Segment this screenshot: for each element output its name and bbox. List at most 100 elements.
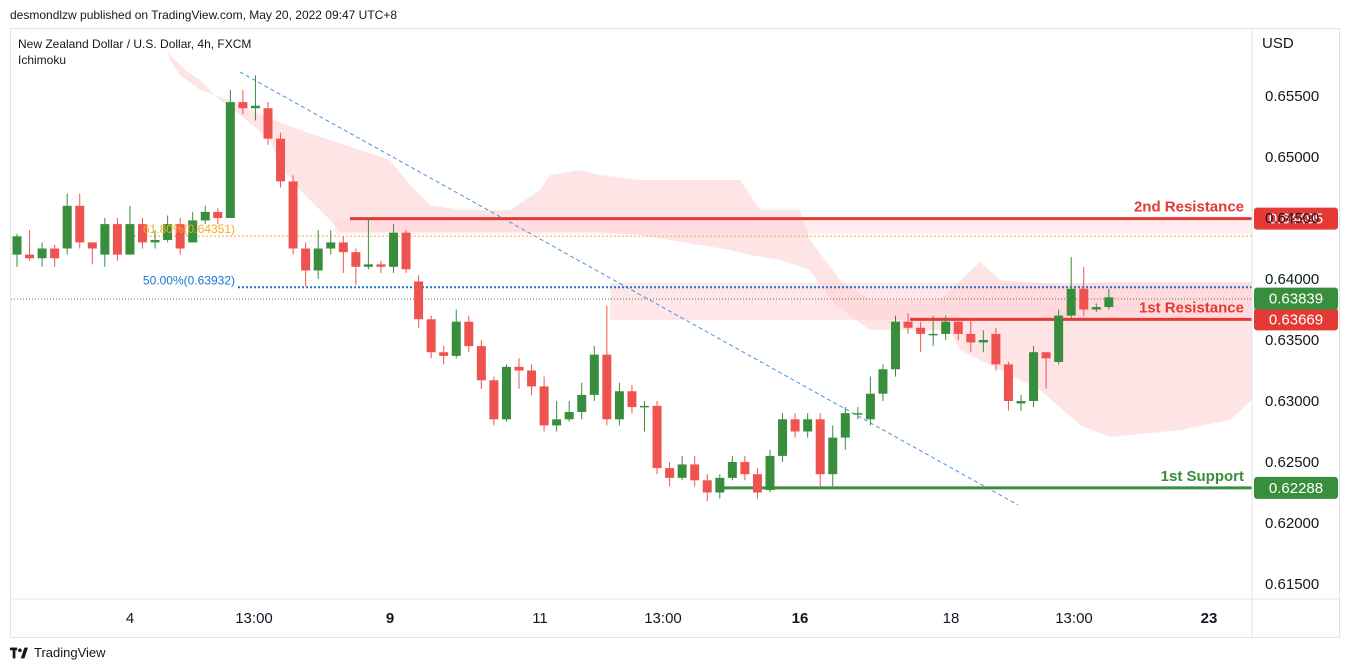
- y-tick-label: 0.64000: [1265, 271, 1319, 288]
- tradingview-logo-icon: [10, 647, 28, 658]
- candle: [539, 386, 549, 426]
- candle: [928, 333, 938, 336]
- candle: [263, 108, 273, 139]
- candle: [715, 477, 725, 493]
- candle: [50, 248, 60, 259]
- candle: [451, 321, 461, 356]
- candle: [652, 405, 662, 469]
- candle: [1041, 352, 1051, 359]
- candle: [213, 211, 223, 218]
- candle: [1029, 352, 1039, 401]
- candle: [313, 248, 323, 271]
- candle: [163, 224, 173, 240]
- candle: [941, 321, 951, 334]
- candle: [288, 181, 298, 249]
- candle: [665, 468, 675, 478]
- x-tick-label: 23: [1201, 610, 1218, 627]
- candle: [602, 354, 612, 420]
- candle: [37, 248, 47, 259]
- ichimoku-cloud: [165, 40, 1252, 437]
- candle: [351, 252, 361, 267]
- candle: [276, 138, 286, 182]
- level-price-box-2: [1254, 476, 1338, 499]
- candle: [489, 380, 499, 420]
- candle: [1091, 307, 1101, 310]
- chart-legend: New Zealand Dollar / U.S. Dollar, 4h, FX…: [18, 36, 251, 68]
- indicator-name: Ichimoku: [18, 53, 67, 67]
- candle: [1003, 364, 1013, 401]
- candle: [514, 366, 524, 371]
- current-price-box: [1254, 287, 1338, 310]
- candle: [1079, 288, 1089, 310]
- candle: [577, 394, 587, 412]
- y-tick-label: 0.63000: [1265, 393, 1319, 410]
- candle: [778, 419, 788, 456]
- candle: [75, 205, 85, 243]
- candle: [376, 264, 386, 267]
- candle: [200, 211, 210, 221]
- footer-brand-label: TradingView: [34, 645, 106, 660]
- candle: [414, 281, 424, 320]
- candle: [1016, 401, 1026, 404]
- candle: [865, 393, 875, 420]
- candle: [426, 319, 436, 353]
- level-price-label-2: 0.62288: [1269, 480, 1323, 497]
- candle: [301, 248, 311, 271]
- resistance-zone-2: [335, 219, 1252, 234]
- candle: [125, 224, 135, 255]
- candle: [464, 321, 474, 347]
- x-tick-label: 4: [126, 610, 134, 627]
- candle: [250, 105, 260, 109]
- candle: [916, 327, 926, 334]
- x-tick-label: 16: [792, 610, 809, 627]
- level-label-1: 1st Resistance: [1139, 299, 1244, 316]
- x-tick-label: 9: [386, 610, 394, 627]
- publisher-credit: desmondlzw published on TradingView.com,…: [10, 8, 398, 22]
- candle: [338, 242, 348, 253]
- candle: [815, 419, 825, 475]
- candle: [790, 419, 800, 432]
- candle: [138, 224, 147, 243]
- candle: [564, 411, 574, 420]
- candle: [702, 480, 712, 493]
- y-tick-label: 0.65500: [1265, 88, 1319, 105]
- candle: [501, 366, 511, 420]
- candle: [978, 340, 988, 343]
- y-tick-label: 0.61500: [1265, 576, 1319, 593]
- candle: [614, 391, 624, 420]
- y-tick-label: 0.62000: [1265, 515, 1319, 532]
- candle: [225, 102, 235, 218]
- candle: [62, 205, 72, 249]
- candle: [527, 370, 537, 387]
- candle: [363, 264, 373, 267]
- level-label-0: 2nd Resistance: [1134, 199, 1244, 216]
- candle: [752, 474, 762, 493]
- candle: [727, 462, 737, 478]
- candle: [765, 455, 775, 491]
- fib-618-label: 61.80%(0.64351): [143, 222, 235, 236]
- candle: [953, 321, 963, 334]
- currency-label: USD: [1262, 35, 1294, 52]
- x-tick-label: 13:00: [1055, 610, 1093, 627]
- chart-frame: [10, 28, 1340, 638]
- candle: [690, 464, 700, 481]
- level-price-label-1: 0.63669: [1269, 311, 1323, 328]
- candle: [1054, 315, 1064, 362]
- candle: [439, 352, 449, 356]
- candle: [677, 464, 687, 478]
- resistance-zone-1: [610, 283, 1252, 320]
- footer-brand[interactable]: TradingView: [10, 645, 106, 660]
- fib-50-label: 50.00%(0.63932): [143, 273, 235, 287]
- candle: [389, 232, 398, 267]
- candle: [740, 462, 750, 475]
- level-price-box-0: [1254, 207, 1338, 230]
- candle: [552, 419, 562, 426]
- candle: [891, 321, 900, 370]
- candle: [803, 419, 813, 432]
- y-tick-label: 0.63500: [1265, 332, 1319, 349]
- candle: [238, 102, 248, 109]
- symbol-title: New Zealand Dollar / U.S. Dollar, 4h, FX…: [18, 37, 252, 51]
- candle: [401, 232, 411, 270]
- candle: [828, 437, 838, 475]
